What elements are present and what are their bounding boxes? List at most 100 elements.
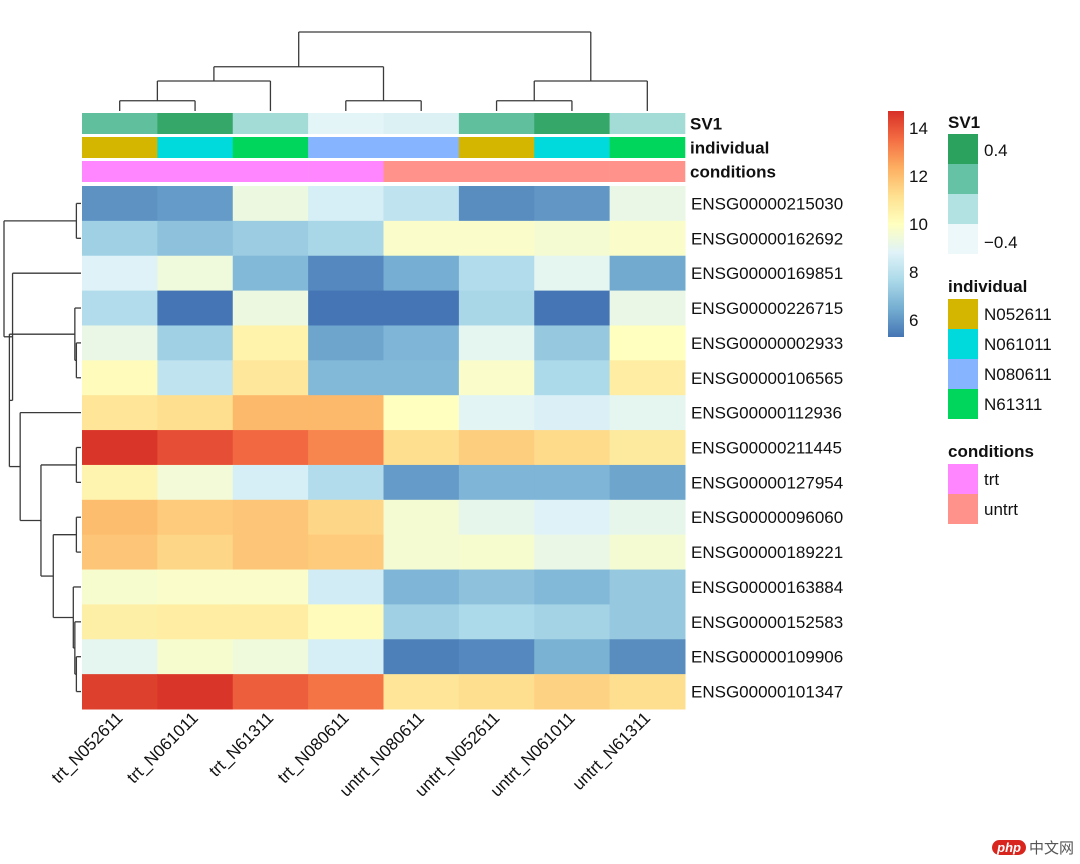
heatmap-cell <box>157 464 234 501</box>
annotation-cell-SV1 <box>308 113 384 134</box>
annotation-cell-conditions <box>157 161 234 182</box>
legend-swatch <box>948 194 978 224</box>
heatmap-cell <box>534 290 611 326</box>
heatmap-cell <box>383 534 460 571</box>
heatmap-cell <box>82 395 158 431</box>
column-label: trt_N052611 <box>48 708 127 787</box>
heatmap-cell <box>157 360 234 396</box>
heatmap-cell <box>534 325 611 361</box>
heatmap-cell <box>308 604 384 640</box>
heatmap-cell <box>609 674 686 710</box>
annotation-cell-conditions <box>82 161 158 182</box>
heatmap-cell <box>157 639 234 675</box>
row-label: ENSG00000211445 <box>691 439 842 458</box>
heatmap-cell <box>458 464 535 501</box>
legend-label: −0.4 <box>984 233 1018 252</box>
annotation-cell-individual <box>308 137 384 158</box>
heatmap-cell <box>609 186 686 222</box>
legend-swatch <box>948 329 978 359</box>
heatmap-cell <box>157 430 234 466</box>
heatmap-cell <box>609 255 686 292</box>
heatmap-cell <box>383 220 460 257</box>
heatmap-cell <box>82 290 158 326</box>
color-scale-legend: 6 8 10 12 14 <box>888 111 928 337</box>
heatmap-cell <box>383 604 460 640</box>
heatmap-cell <box>308 674 384 710</box>
annotation-cell-conditions <box>534 161 610 182</box>
heatmap-cell <box>534 430 611 466</box>
heatmap-cell <box>609 325 686 361</box>
heatmap-cell <box>458 534 535 571</box>
legend-swatch <box>948 134 978 164</box>
heatmap-cell <box>157 604 234 640</box>
row-label: ENSG00000002933 <box>691 334 843 353</box>
heatmap-cell <box>232 255 309 292</box>
heatmap-cell <box>308 430 384 466</box>
heatmap-cell <box>82 639 158 675</box>
heatmap-cell <box>609 290 686 326</box>
color-scale-tick: 8 <box>909 263 918 282</box>
annotation-cell-conditions <box>609 161 686 182</box>
legend-title-SV1: SV1 <box>948 113 980 132</box>
heatmap-cell <box>157 569 234 605</box>
watermark: php 中文网 <box>992 837 1074 858</box>
annotation-cell-conditions <box>458 161 535 182</box>
row-label: ENSG00000127954 <box>691 473 843 492</box>
heatmap-cell <box>609 604 686 640</box>
row-label: ENSG00000189221 <box>691 543 843 562</box>
annotation-cell-individual <box>609 137 686 158</box>
column-label: trt_N080611 <box>274 708 353 787</box>
color-scale-tick: 10 <box>909 215 928 234</box>
heatmap-cell <box>534 395 611 431</box>
heatmap-cell <box>458 395 535 431</box>
heatmap-cell <box>383 290 460 326</box>
heatmap-cell <box>157 499 234 536</box>
heatmap-cell <box>308 360 384 396</box>
heatmap-cell <box>458 430 535 466</box>
legend-label: untrt <box>984 500 1018 519</box>
annotation-labels: SV1 individual conditions <box>690 115 776 182</box>
row-dendrogram <box>3 202 81 693</box>
legend-label: N080611 <box>984 365 1052 384</box>
heatmap-cell <box>383 255 460 292</box>
row-label: ENSG00000152583 <box>691 613 843 632</box>
legend-swatch <box>948 359 978 389</box>
heatmap-cell <box>82 220 158 257</box>
heatmap-cell <box>157 186 234 222</box>
heatmap-cell <box>534 604 611 640</box>
heatmap-cell <box>609 499 686 536</box>
heatmap-cell <box>82 534 158 571</box>
column-label: untrt_N61311 <box>569 708 654 793</box>
heatmap-cell <box>82 325 158 361</box>
annotation-cell-individual <box>458 137 535 158</box>
annotation-label-conditions: conditions <box>690 163 776 182</box>
heatmap-cell <box>458 290 535 326</box>
heatmap-cell <box>82 360 158 396</box>
legend-swatch <box>948 389 978 419</box>
legend-swatch <box>948 224 978 254</box>
heatmap-cell <box>308 290 384 326</box>
heatmap-cell <box>534 360 611 396</box>
legend-title-individual: individual <box>948 277 1027 296</box>
heatmap-cell <box>383 569 460 605</box>
heatmap-cell <box>383 499 460 536</box>
annotation-cell-SV1 <box>82 113 158 134</box>
annotation-cell-SV1 <box>383 113 460 134</box>
heatmap-cell <box>82 464 158 501</box>
heatmap-cell <box>458 325 535 361</box>
heatmap-cell <box>383 674 460 710</box>
heatmap-cell <box>383 360 460 396</box>
legend-label: N061011 <box>984 335 1052 354</box>
legend-swatch <box>948 494 978 524</box>
legend-swatch <box>948 464 978 494</box>
heatmap-cell <box>308 220 384 257</box>
heatmap-cell <box>308 395 384 431</box>
heatmap-cell <box>458 220 535 257</box>
heatmap-cell <box>232 499 309 536</box>
heatmap-cell <box>458 569 535 605</box>
row-label: ENSG00000215030 <box>691 194 843 213</box>
annotation-cell-individual <box>232 137 309 158</box>
column-label: trt_N061011 <box>123 708 202 787</box>
color-scale-bar <box>888 111 904 337</box>
heatmap-cell <box>534 220 611 257</box>
